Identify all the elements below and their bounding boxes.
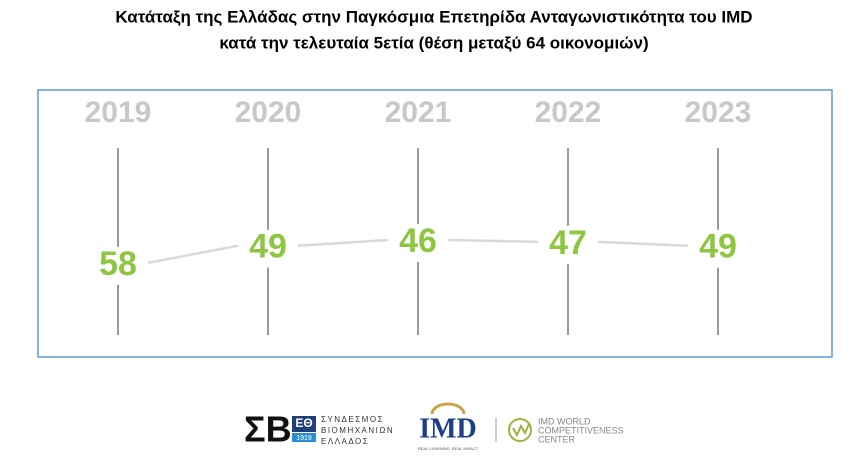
connector	[597, 240, 689, 247]
year-label: 2022	[535, 96, 602, 129]
chart-title: Κατάταξη της Ελλάδας στην Παγκόσμια Επετ…	[115, 7, 752, 26]
rank-label: 49	[699, 228, 737, 266]
rank-label: 49	[249, 228, 287, 266]
chart-title: κατά την τελευταία 5ετία (θέση μεταξύ 64…	[219, 33, 648, 52]
sbe-letters: ΣΒ	[244, 409, 292, 450]
year-label: 2020	[235, 96, 302, 129]
imd-arc	[430, 402, 466, 415]
connector	[447, 238, 539, 244]
sbe-name: ΕΛΛΑΔΟΣ	[321, 437, 369, 446]
sbe-name: ΣΥΝΔΕΣΜΟΣ	[321, 415, 384, 424]
rank-label: 47	[549, 224, 587, 262]
wcc-icon	[508, 418, 532, 442]
connector	[147, 244, 239, 265]
sbe-year: 1919	[296, 435, 312, 442]
imd-tagline: REAL LEARNING. REAL IMPACT	[418, 446, 479, 451]
wcc-icon-mark	[512, 423, 530, 438]
wcc-name: IMD WORLD	[538, 416, 591, 426]
sbe-name: ΒΙΟΜΗΧΑΝΙΩΝ	[321, 426, 394, 435]
year-label: 2019	[85, 96, 152, 129]
rank-label: 46	[399, 222, 437, 260]
plot: 2019 58 2020 49 2021 46 2022 47 2023 49	[85, 96, 752, 335]
connector	[297, 238, 389, 247]
year-label: 2021	[385, 96, 452, 129]
footer: ΣΒ ΕΘ 1919 ΣΥΝΔΕΣΜΟΣ ΒΙΟΜΗΧΑΝΙΩΝ ΕΛΛΑΔΟΣ…	[244, 402, 624, 451]
rank-label: 58	[99, 245, 137, 283]
frame	[37, 89, 833, 358]
wcc-name: CENTER	[538, 434, 576, 444]
year-label: 2023	[685, 96, 752, 129]
sbe-badge: ΕΘ	[295, 416, 312, 430]
sbe-year-box	[292, 433, 316, 442]
imd-logo: IMD	[419, 413, 477, 444]
sbe-badge-box	[292, 416, 316, 432]
wcc-name: COMPETITIVENESS	[538, 425, 624, 435]
